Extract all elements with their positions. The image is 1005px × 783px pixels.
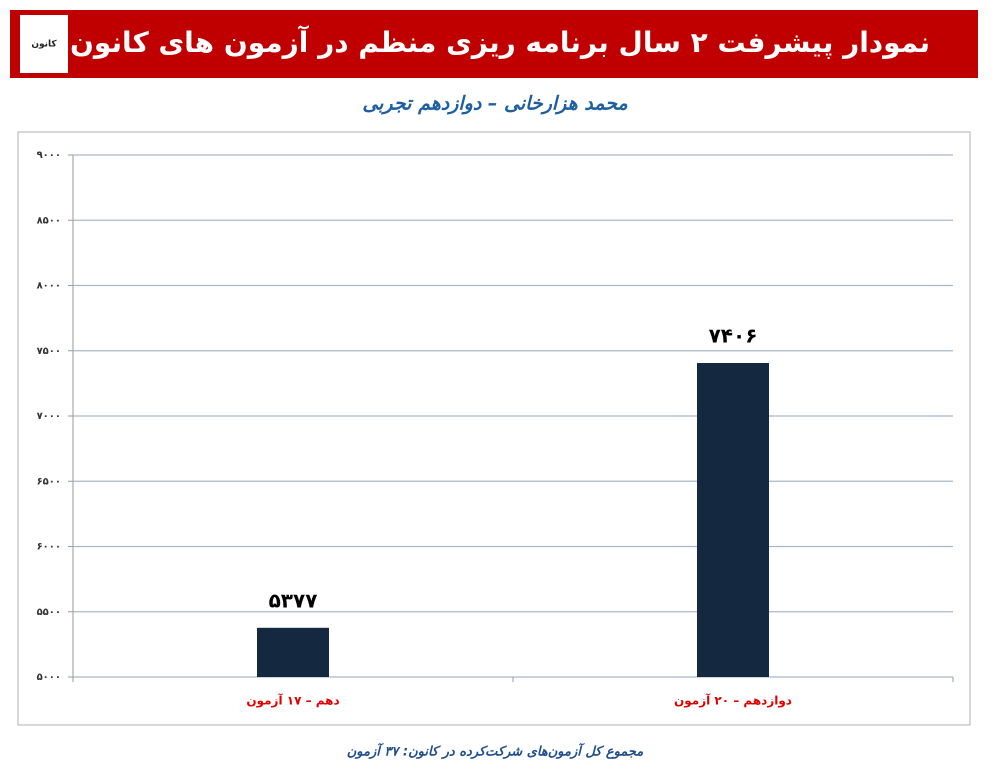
value-label: ۷۴۰۶ [709,324,758,348]
y-tick-label: ۶۰۰۰ [37,542,61,553]
y-tick-label: ۵۰۰۰ [37,672,61,683]
y-tick-label: ۶۵۰۰ [37,476,61,487]
y-tick-label: ۵۵۰۰ [37,607,61,618]
logo-text: کانون [31,40,57,50]
chart-title: محمد هزارخانی – دوازدهم تجربی [362,93,628,115]
footer-text: مجموع کل آزمون‌های شرکت‌کرده در کانون: ۳… [347,743,644,760]
bar [697,363,769,677]
x-tick-label: دوازدهم – ۲۰ آزمون [674,693,792,709]
header-bar [10,10,978,78]
value-label: ۵۳۷۷ [269,588,318,612]
bar [257,627,329,677]
logo [20,15,68,73]
page-title: نمودار پیشرفت ۲ سال برنامه ریزی منظم در … [70,25,930,59]
x-tick-label: دهم – ۱۷ آزمون [246,693,339,709]
chart-frame [17,131,971,726]
y-tick-label: ۷۵۰۰ [37,346,61,357]
y-tick-label: ۷۰۰۰ [37,411,61,422]
y-tick-label: ۸۵۰۰ [37,215,61,226]
y-tick-label: ۹۰۰۰ [37,150,61,161]
y-tick-label: ۸۰۰۰ [37,281,61,292]
